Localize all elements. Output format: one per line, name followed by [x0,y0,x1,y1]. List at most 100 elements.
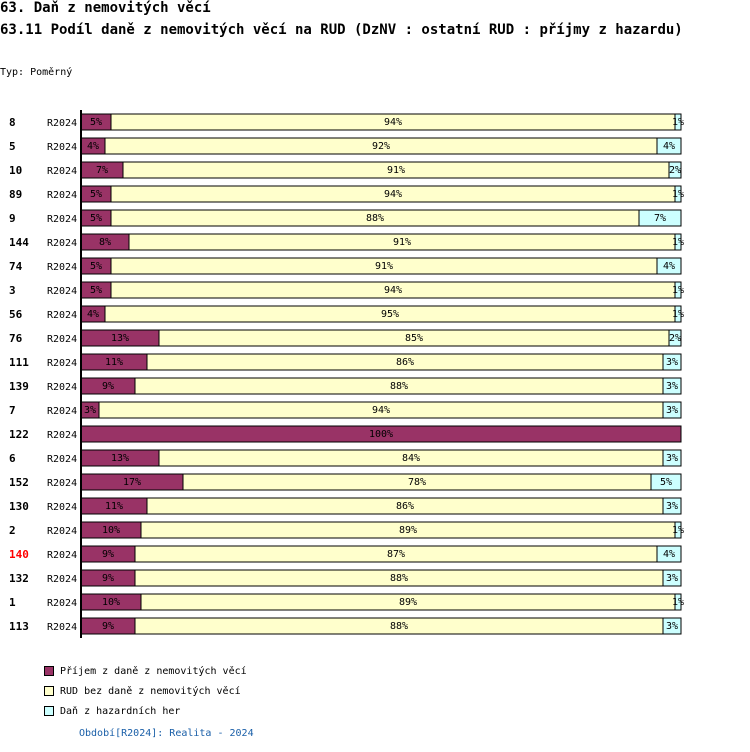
row-period-label: R2024 [47,142,77,153]
bar-segment [674,593,682,611]
row-period-label: R2024 [47,574,77,585]
bar-value-label: 1% [672,597,684,608]
bar-value-label: 9% [102,621,114,632]
row-period-label: R2024 [47,310,77,321]
row-period-label: R2024 [47,214,77,225]
bar-segment [662,401,682,419]
bar-value-label: 11% [105,357,123,368]
bar-segment [662,617,682,635]
row-period-label: R2024 [47,334,77,345]
bar-value-label: 88% [390,381,408,392]
row-category-label: 3 [9,284,16,297]
bar-segment [668,329,682,347]
bar-segment [674,305,682,323]
bar-value-label: 5% [90,117,102,128]
row-category-label: 56 [9,308,23,321]
row-period-label: R2024 [47,190,77,201]
bar-segment [656,257,682,275]
row-category-label: 5 [9,140,16,153]
row-category-label: 8 [9,116,16,129]
row-category-label: 130 [9,500,29,513]
bar-segment [650,473,682,491]
bar-value-label: 1% [672,189,684,200]
bar-value-label: 1% [672,525,684,536]
bar-segment [674,113,682,131]
legend-swatch [44,686,54,696]
stacked-bar-chart: 8 R2024 5% 94% 1%5 R2024 4% 92% 4%10 R2024 7% 91% 2%… [9,110,684,638]
bar-value-label: 91% [393,237,411,248]
bar-value-label: 4% [663,549,675,560]
row-period-label: R2024 [47,478,77,489]
period-note: Období[R2024]: Realita - 2024 [79,728,254,739]
bar-value-label: 5% [90,285,102,296]
row-category-label: 152 [9,476,29,489]
row-category-label: 7 [9,404,16,417]
row-period-label: R2024 [47,262,77,273]
bar-value-label: 4% [663,141,675,152]
row-period-label: R2024 [47,598,77,609]
legend-label: RUD bez daně z nemovitých věcí [60,685,241,697]
bar-segment [656,545,682,563]
row-category-label: 1 [9,596,16,609]
bar-segment [662,353,682,371]
row-category-label: 144 [9,236,29,249]
bar-value-label: 3% [666,621,678,632]
page-title: 63. Daň z nemovitých věcí [0,0,211,16]
row-period-label: R2024 [47,502,77,513]
bar-value-label: 85% [405,333,423,344]
chart-subtitle: 63.11 Podíl daně z nemovitých věcí na RU… [0,22,683,38]
row-category-label: 2 [9,524,16,537]
row-period-label: R2024 [47,550,77,561]
row-period-label: R2024 [47,622,77,633]
row-period-label: R2024 [47,286,77,297]
bar-value-label: 3% [666,357,678,368]
bar-value-label: 7% [654,213,666,224]
bar-value-label: 87% [387,549,405,560]
bar-segment [674,281,682,299]
legend-item: RUD bez daně z nemovitých věcí [44,681,247,701]
bar-value-label: 5% [90,261,102,272]
bar-value-label: 11% [105,501,123,512]
row-period-label: R2024 [47,238,77,249]
row-period-label: R2024 [47,382,77,393]
bar-value-label: 92% [372,141,390,152]
row-category-label: 113 [9,620,29,633]
bar-value-label: 94% [384,285,402,296]
bar-value-label: 2% [669,333,681,344]
bar-value-label: 88% [390,621,408,632]
bar-value-label: 91% [387,165,405,176]
legend-item: Daň z hazardních her [44,701,247,721]
bar-value-label: 9% [102,381,114,392]
bar-value-label: 3% [666,501,678,512]
bar-value-label: 5% [90,213,102,224]
bar-value-label: 3% [666,573,678,584]
bar-value-label: 1% [672,285,684,296]
chart-type-label: Typ: Poměrný [0,67,73,78]
bar-value-label: 3% [666,453,678,464]
legend-swatch [44,706,54,716]
bar-segment [674,521,682,539]
bar-value-label: 95% [381,309,399,320]
row-category-label: 139 [9,380,29,393]
row-category-label: 132 [9,572,29,585]
legend-label: Daň z hazardních her [60,705,181,717]
row-period-label: R2024 [47,430,77,441]
legend-item: Příjem z daně z nemovitých věcí [44,661,247,681]
bar-value-label: 3% [666,405,678,416]
bar-value-label: 86% [396,357,414,368]
row-period-label: R2024 [47,454,77,465]
bar-value-label: 10% [102,597,120,608]
row-period-label: R2024 [47,166,77,177]
bar-value-label: 9% [102,549,114,560]
bar-value-label: 94% [384,189,402,200]
row-category-label: 89 [9,188,22,201]
bar-value-label: 89% [399,597,417,608]
bar-segment [662,569,682,587]
row-period-label: R2024 [47,406,77,417]
bar-value-label: 3% [666,381,678,392]
bar-value-label: 88% [366,213,384,224]
bar-value-label: 4% [87,141,99,152]
bar-value-label: 5% [90,189,102,200]
bar-value-label: 1% [672,309,684,320]
bar-value-label: 94% [384,117,402,128]
